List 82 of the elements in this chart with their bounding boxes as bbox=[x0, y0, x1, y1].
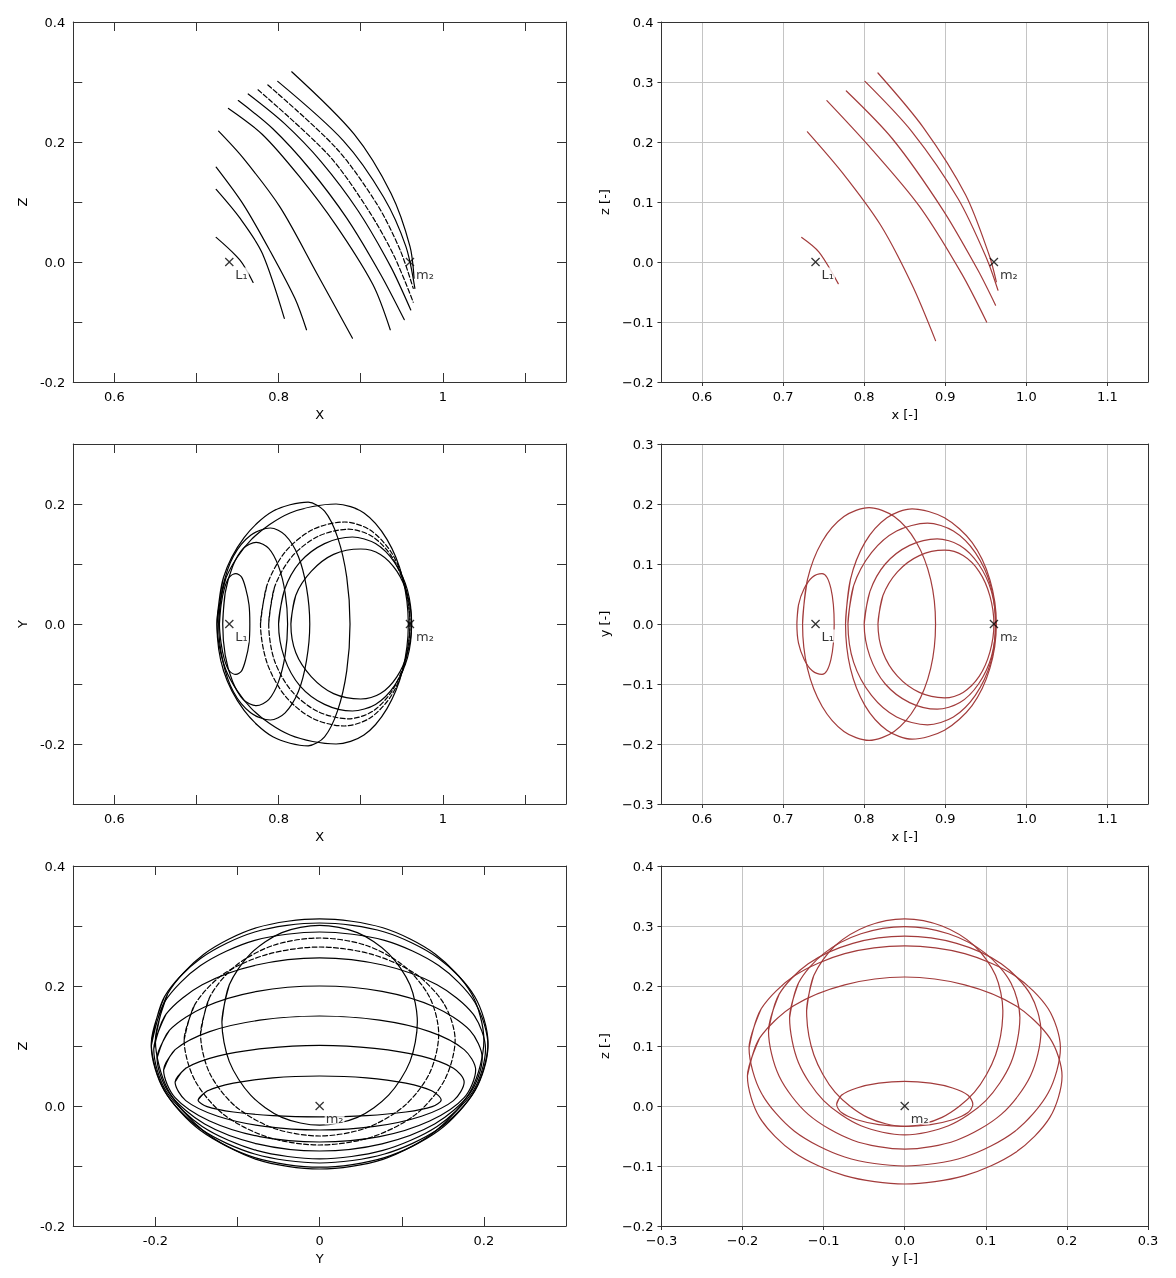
x-tick-label: −0.3 bbox=[645, 1233, 678, 1248]
y-tick-label: 0.2 bbox=[632, 496, 654, 512]
x-tick-label: 1.0 bbox=[1016, 389, 1037, 404]
x-tick-label: 0.2 bbox=[1056, 1233, 1078, 1248]
y-tick-label: 0.4 bbox=[44, 858, 66, 874]
y-tick-label: -0.2 bbox=[39, 374, 66, 390]
x-tick-label: −0.1 bbox=[807, 1233, 840, 1248]
y-tick-label: 0.2 bbox=[44, 978, 66, 994]
y-tick-label: 0.0 bbox=[44, 254, 66, 270]
x-tick-label: 0.3 bbox=[1137, 1233, 1159, 1248]
x-tick-label: 0.6 bbox=[691, 811, 713, 826]
x-tick-label: 0.7 bbox=[772, 389, 794, 404]
y-tick-label: -0.2 bbox=[39, 1218, 66, 1234]
x-tick-label: 0.8 bbox=[853, 389, 875, 404]
y-tick-label: -0.2 bbox=[39, 736, 66, 752]
y-tick-label: 0.0 bbox=[44, 1098, 66, 1114]
x-axis-title: X bbox=[315, 829, 325, 844]
y-tick-label: 0.4 bbox=[44, 14, 66, 30]
y-axis-title: Z bbox=[15, 1041, 30, 1051]
y-tick-label: 0.1 bbox=[632, 1038, 654, 1054]
annotation: m₂ bbox=[910, 1110, 929, 1126]
y-tick-label: 0.2 bbox=[632, 978, 654, 994]
y-tick-label: 0.2 bbox=[44, 496, 66, 512]
y-tick-label: 0.4 bbox=[632, 858, 654, 874]
annotation: L₁ bbox=[821, 628, 834, 644]
y-tick-label: 0.0 bbox=[632, 616, 654, 632]
y-tick-label: 0.1 bbox=[632, 556, 654, 572]
x-axis-title: x [-] bbox=[891, 407, 919, 422]
x-tick-label: −0.2 bbox=[726, 1233, 759, 1248]
y-axis-title: Y bbox=[15, 619, 30, 629]
annotation: L₁ bbox=[821, 266, 834, 282]
annotation: L₁ bbox=[235, 628, 248, 644]
x-tick-label: 1 bbox=[438, 389, 447, 404]
x-tick-label: 0.6 bbox=[103, 811, 125, 826]
y-tick-label: −0.2 bbox=[621, 1218, 654, 1234]
x-tick-label: 1.1 bbox=[1097, 389, 1118, 404]
x-tick-label: 0 bbox=[315, 1233, 324, 1248]
y-tick-label: −0.1 bbox=[621, 314, 654, 330]
x-tick-label: 0.0 bbox=[894, 1233, 916, 1248]
y-tick-label: 0.0 bbox=[632, 1098, 654, 1114]
x-axis-title: Y bbox=[314, 1251, 324, 1266]
x-tick-label: 0.9 bbox=[934, 811, 956, 826]
y-axis-title: y [-] bbox=[597, 610, 612, 638]
annotation: m₂ bbox=[999, 266, 1018, 282]
y-axis-title: z [-] bbox=[597, 1033, 612, 1059]
x-tick-label: 1.1 bbox=[1097, 811, 1118, 826]
y-tick-label: −0.2 bbox=[621, 374, 654, 390]
x-tick-label: 0.2 bbox=[473, 1233, 495, 1248]
y-tick-label: 0.4 bbox=[632, 14, 654, 30]
y-tick-label: 0.3 bbox=[632, 436, 654, 452]
y-tick-label: −0.1 bbox=[621, 1158, 654, 1174]
y-tick-label: 0.3 bbox=[632, 918, 654, 934]
x-tick-label: 0.9 bbox=[934, 389, 956, 404]
y-tick-label: 0.0 bbox=[632, 254, 654, 270]
y-tick-label: −0.1 bbox=[621, 676, 654, 692]
y-tick-label: 0.0 bbox=[44, 616, 66, 632]
x-tick-label: 0.6 bbox=[691, 389, 713, 404]
annotation: m₂ bbox=[325, 1110, 344, 1126]
x-tick-label: 0.8 bbox=[268, 389, 289, 404]
x-tick-label: 1.0 bbox=[1016, 811, 1037, 826]
annotation: m₂ bbox=[999, 628, 1018, 644]
y-tick-label: 0.1 bbox=[632, 194, 654, 210]
y-tick-label: 0.2 bbox=[44, 134, 66, 150]
x-tick-label: 1 bbox=[438, 811, 447, 826]
x-tick-label: 0.8 bbox=[853, 811, 875, 826]
x-tick-label: 0.1 bbox=[975, 1233, 997, 1248]
annotation: m₂ bbox=[415, 628, 434, 644]
annotation: L₁ bbox=[235, 266, 248, 282]
x-tick-label: 0.7 bbox=[772, 811, 794, 826]
y-tick-label: 0.2 bbox=[632, 134, 654, 150]
y-tick-label: −0.2 bbox=[621, 736, 654, 752]
x-axis-title: y [-] bbox=[891, 1251, 919, 1266]
x-tick-label: 0.8 bbox=[268, 811, 289, 826]
x-tick-label: 0.6 bbox=[103, 389, 125, 404]
y-tick-label: −0.3 bbox=[621, 796, 654, 812]
x-tick-label: -0.2 bbox=[142, 1233, 169, 1248]
x-axis-title: X bbox=[315, 407, 325, 422]
y-axis-title: z [-] bbox=[597, 189, 612, 215]
y-axis-title: Z bbox=[15, 197, 30, 207]
annotation: m₂ bbox=[415, 266, 434, 282]
x-axis-title: x [-] bbox=[891, 829, 919, 844]
y-tick-label: 0.3 bbox=[632, 74, 654, 90]
